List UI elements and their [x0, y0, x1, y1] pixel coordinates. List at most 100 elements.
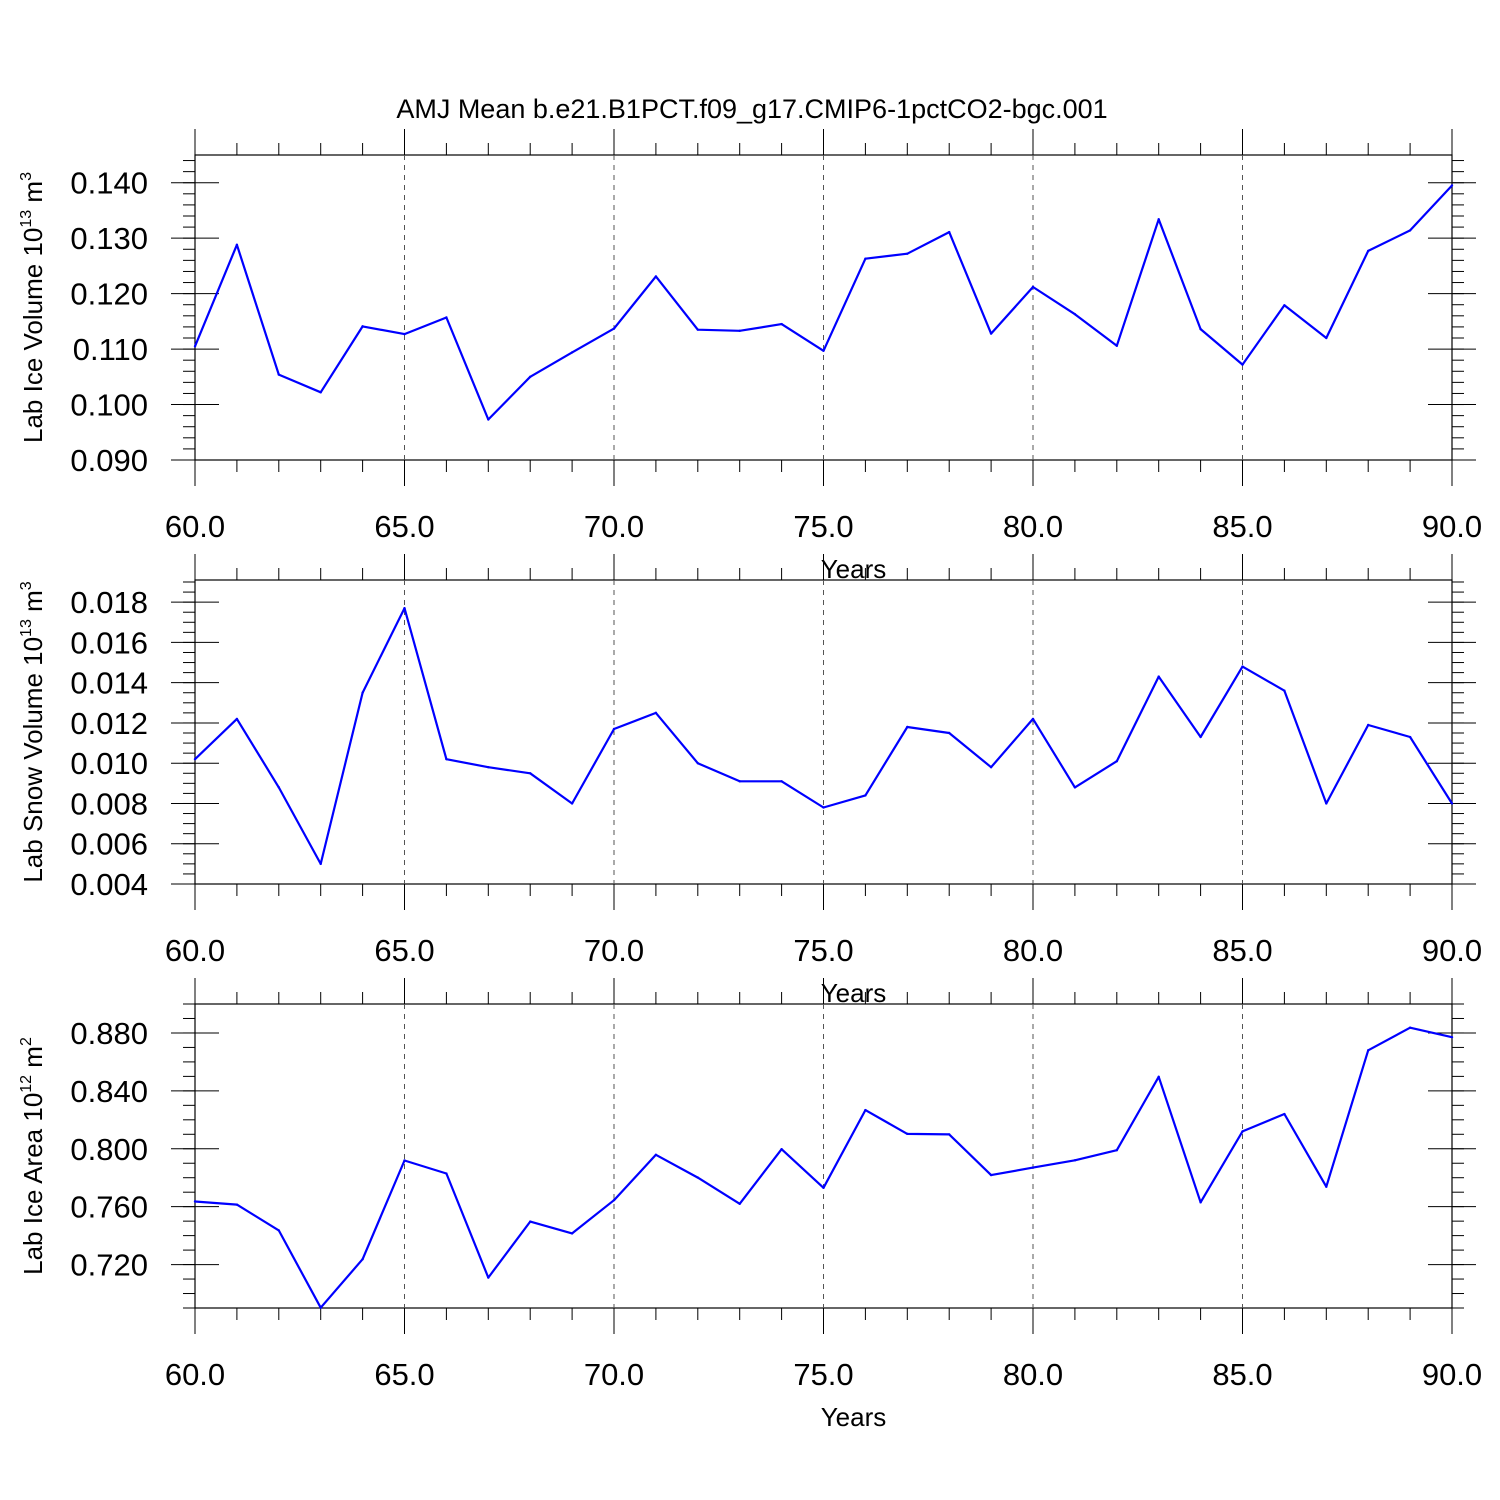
data-point — [570, 802, 574, 805]
y-axis-title: Lab Ice Volume 1013 m3 — [18, 172, 48, 443]
data-point — [361, 325, 364, 328]
data-point — [193, 1200, 197, 1203]
y-tick-label: 0.006 — [70, 827, 148, 862]
data-point — [361, 691, 364, 694]
data-point — [1073, 1159, 1077, 1162]
data-point — [1408, 1026, 1412, 1029]
data-point — [864, 257, 867, 260]
x-tick-label: 65.0 — [374, 1357, 434, 1392]
data-point — [948, 1133, 951, 1136]
data-point — [654, 1153, 658, 1157]
data-point — [1031, 1166, 1035, 1169]
x-tick-label: 70.0 — [584, 1357, 644, 1392]
data-point — [989, 1173, 993, 1177]
data-point — [193, 757, 197, 761]
y-tick-label: 0.090 — [70, 443, 148, 478]
data-point — [1408, 735, 1412, 739]
data-point — [529, 375, 532, 379]
data-point — [235, 1203, 239, 1206]
y-tick-label: 0.008 — [70, 786, 148, 821]
data-point — [487, 766, 490, 769]
series-line — [193, 184, 1453, 421]
x-tick-label: 75.0 — [793, 509, 853, 544]
data-point — [822, 349, 825, 352]
data-point — [1115, 344, 1119, 347]
data-point — [1199, 327, 1202, 331]
y-tick-label: 0.018 — [70, 585, 148, 620]
data-point — [738, 1202, 741, 1205]
data-point — [193, 345, 197, 348]
y-tick-label: 0.010 — [70, 746, 148, 781]
data-point — [1073, 786, 1077, 789]
data-point — [1157, 675, 1160, 678]
y-tick-label: 0.880 — [70, 1016, 148, 1051]
chart-panel-2: 0.004 0.006 0.008 0.010 0.012 0.014 0.016 0.018… — [18, 554, 1482, 1008]
x-tick-label: 60.0 — [165, 509, 225, 544]
data-point — [1073, 312, 1077, 316]
x-tick-label: 80.0 — [1003, 1357, 1063, 1392]
x-tick-label: 70.0 — [584, 933, 644, 968]
x-tick-label: 60.0 — [165, 1357, 225, 1392]
y-tick-label: 0.110 — [73, 332, 148, 367]
data-point — [445, 757, 448, 761]
x-tick-label: 85.0 — [1212, 509, 1272, 544]
data-point — [696, 762, 699, 765]
data-point — [1283, 1112, 1286, 1116]
data-point — [277, 373, 280, 376]
data-point — [948, 230, 951, 234]
data-point — [1450, 1035, 1454, 1039]
data-point — [445, 1172, 448, 1175]
x-tick-label: 90.0 — [1422, 933, 1482, 968]
y-tick-label: 0.016 — [70, 625, 148, 660]
x-axis-title: Years — [821, 978, 887, 1008]
y-tick-label: 0.760 — [70, 1190, 148, 1225]
x-axis-title: Years — [821, 554, 887, 584]
data-point — [1325, 336, 1328, 340]
data-point — [1199, 1201, 1202, 1204]
x-tick-label: 90.0 — [1422, 1357, 1482, 1392]
chart-panel-1: 0.090 0.100 0.110 0.120 0.130 0.140 60.0 65.0 70… — [18, 129, 1482, 584]
data-point — [319, 1306, 322, 1309]
data-point — [696, 1176, 699, 1179]
data-point — [1241, 1130, 1244, 1133]
data-point — [1157, 1075, 1160, 1079]
data-point — [235, 717, 239, 721]
data-point — [570, 351, 574, 354]
data-point — [570, 1232, 574, 1235]
data-point — [1325, 802, 1328, 805]
data-point — [1199, 735, 1202, 739]
data-point — [487, 418, 490, 421]
data-point — [864, 794, 867, 797]
data-point — [529, 1220, 532, 1223]
x-axis-title: Years — [821, 1402, 887, 1432]
data-point — [1157, 218, 1160, 221]
series-line — [194, 607, 1453, 866]
data-point — [780, 322, 783, 326]
data-point — [319, 862, 322, 866]
y-axis-title: Lab Ice Area 1012 m2 — [18, 1037, 48, 1275]
data-point — [654, 275, 658, 278]
x-tick-label: 85.0 — [1212, 1357, 1272, 1392]
y-tick-label: 0.840 — [70, 1074, 148, 1109]
chart-panel-3: 0.720 0.760 0.800 0.840 0.880 60.0 65.0 70.0 75.… — [18, 978, 1482, 1432]
data-point — [1283, 689, 1286, 692]
data-point — [989, 766, 993, 769]
data-point — [487, 1276, 490, 1279]
y-tick-label: 0.130 — [70, 221, 148, 256]
y-tick-label: 0.720 — [70, 1248, 148, 1283]
data-point — [1115, 1149, 1119, 1152]
data-point — [1367, 1049, 1370, 1052]
x-tick-label: 80.0 — [1003, 933, 1063, 968]
data-point — [696, 328, 699, 331]
x-tick-label: 60.0 — [165, 933, 225, 968]
data-point — [1241, 363, 1244, 366]
x-tick-label: 90.0 — [1422, 509, 1482, 544]
data-point — [1367, 723, 1370, 727]
data-point — [906, 1132, 909, 1136]
data-point — [738, 329, 741, 332]
data-point — [403, 332, 406, 336]
data-point — [822, 1186, 825, 1190]
data-point — [529, 772, 532, 775]
x-tick-label: 65.0 — [374, 933, 434, 968]
